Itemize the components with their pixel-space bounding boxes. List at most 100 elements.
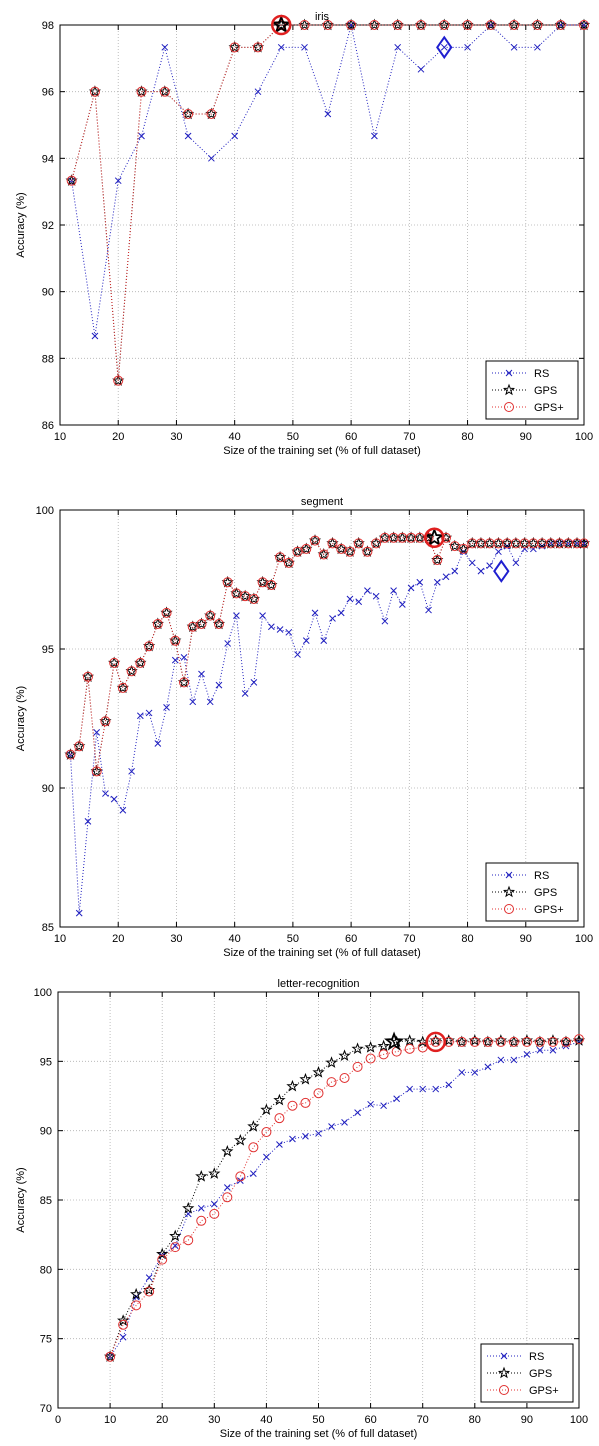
data-point [117, 682, 128, 693]
data-point [337, 609, 345, 617]
data-point [456, 1036, 467, 1047]
data-point [572, 1034, 586, 1046]
data-point [144, 1286, 155, 1297]
data-point [403, 1034, 416, 1046]
data-point [328, 1123, 335, 1130]
x-axis-label: Size of the training set (% of full data… [223, 445, 421, 457]
data-point [229, 42, 240, 53]
data-point [109, 657, 120, 668]
data-point [372, 592, 380, 600]
data-point [257, 577, 268, 588]
data-point [161, 607, 172, 618]
data-point [497, 1056, 505, 1064]
x-tick-label: 100 [570, 1414, 588, 1426]
x-tick-label: 20 [112, 431, 124, 443]
data-point [208, 154, 215, 162]
data-point [91, 766, 102, 777]
data-point [335, 542, 348, 555]
data-point [322, 20, 333, 30]
data-point [267, 623, 275, 631]
data-point [324, 110, 332, 118]
data-point [179, 677, 190, 688]
x-tick-label: 80 [461, 431, 473, 443]
data-point [228, 40, 241, 53]
x-tick-label: 30 [170, 933, 182, 945]
data-point [105, 1351, 116, 1362]
x-tick-label: 10 [54, 431, 66, 443]
data-point [484, 18, 497, 31]
y-tick-label: 95 [40, 1056, 52, 1068]
x-tick-label: 10 [104, 1414, 116, 1426]
data-point [170, 1242, 181, 1253]
legend-marker [502, 383, 516, 396]
data-point [110, 795, 118, 803]
data-point [338, 1049, 351, 1061]
chart-panel-1: 10 20 30 40 50 60 70 80 90 100 86 88 90 92 94 96 98 iris S… [15, 11, 593, 457]
x-tick-label: 100 [575, 431, 593, 443]
data-point [430, 1036, 441, 1047]
data-point [509, 20, 520, 30]
legend: RS GPS GPS+ [485, 862, 579, 922]
data-point [351, 1042, 364, 1055]
data-point [84, 818, 92, 825]
x-tick-label: 60 [364, 1414, 376, 1426]
data-point [276, 1141, 283, 1148]
data-point [88, 85, 102, 97]
series-line [70, 536, 584, 772]
data-point [423, 532, 434, 543]
data-point [292, 546, 303, 557]
x-tick-label: 0 [55, 1414, 61, 1426]
data-point [458, 543, 469, 554]
selected-point [270, 14, 292, 36]
data-point [206, 698, 214, 706]
data-point [547, 1036, 558, 1047]
data-point [311, 609, 319, 617]
data-point [321, 18, 334, 31]
data-point [277, 43, 285, 51]
data-point [299, 1072, 312, 1085]
data-point [196, 618, 207, 629]
series-rs [106, 1038, 583, 1361]
legend-marker [504, 904, 514, 914]
x-tick-label: 100 [575, 933, 593, 945]
y-tick-label: 94 [42, 153, 54, 165]
data-point [417, 65, 425, 73]
data-point [136, 86, 147, 97]
data-point [352, 536, 365, 549]
data-point [275, 18, 288, 31]
series-gps-plus [66, 20, 589, 386]
data-point [222, 577, 233, 588]
data-point [451, 567, 459, 575]
data-point [533, 1035, 547, 1048]
data-point [118, 1319, 129, 1330]
data-point [362, 546, 373, 557]
data-point [461, 18, 474, 31]
selected-point [383, 1031, 405, 1051]
data-point [205, 107, 218, 120]
data-point [510, 43, 518, 51]
data-point [135, 657, 146, 668]
data-point [138, 132, 145, 140]
y-tick-label: 85 [42, 922, 54, 934]
data-point [432, 1085, 440, 1093]
selected-point [424, 527, 445, 549]
data-point [163, 704, 170, 711]
data-point [112, 374, 125, 386]
data-point [65, 174, 78, 186]
y-axis-label: Accuracy (%) [15, 1167, 27, 1232]
x-tick-label: 80 [461, 933, 473, 945]
data-point [508, 1036, 519, 1047]
data-point [365, 1053, 376, 1064]
data-point [415, 20, 426, 30]
data-point [64, 748, 77, 760]
data-point [325, 1056, 338, 1068]
data-point [131, 1300, 142, 1311]
data-point [301, 543, 312, 554]
data-point [222, 1192, 233, 1203]
y-tick-label: 70 [40, 1403, 52, 1415]
plot-area [60, 510, 584, 927]
legend-label: RS [529, 1351, 544, 1363]
y-tick-label: 90 [40, 1126, 52, 1138]
data-point [555, 20, 566, 30]
